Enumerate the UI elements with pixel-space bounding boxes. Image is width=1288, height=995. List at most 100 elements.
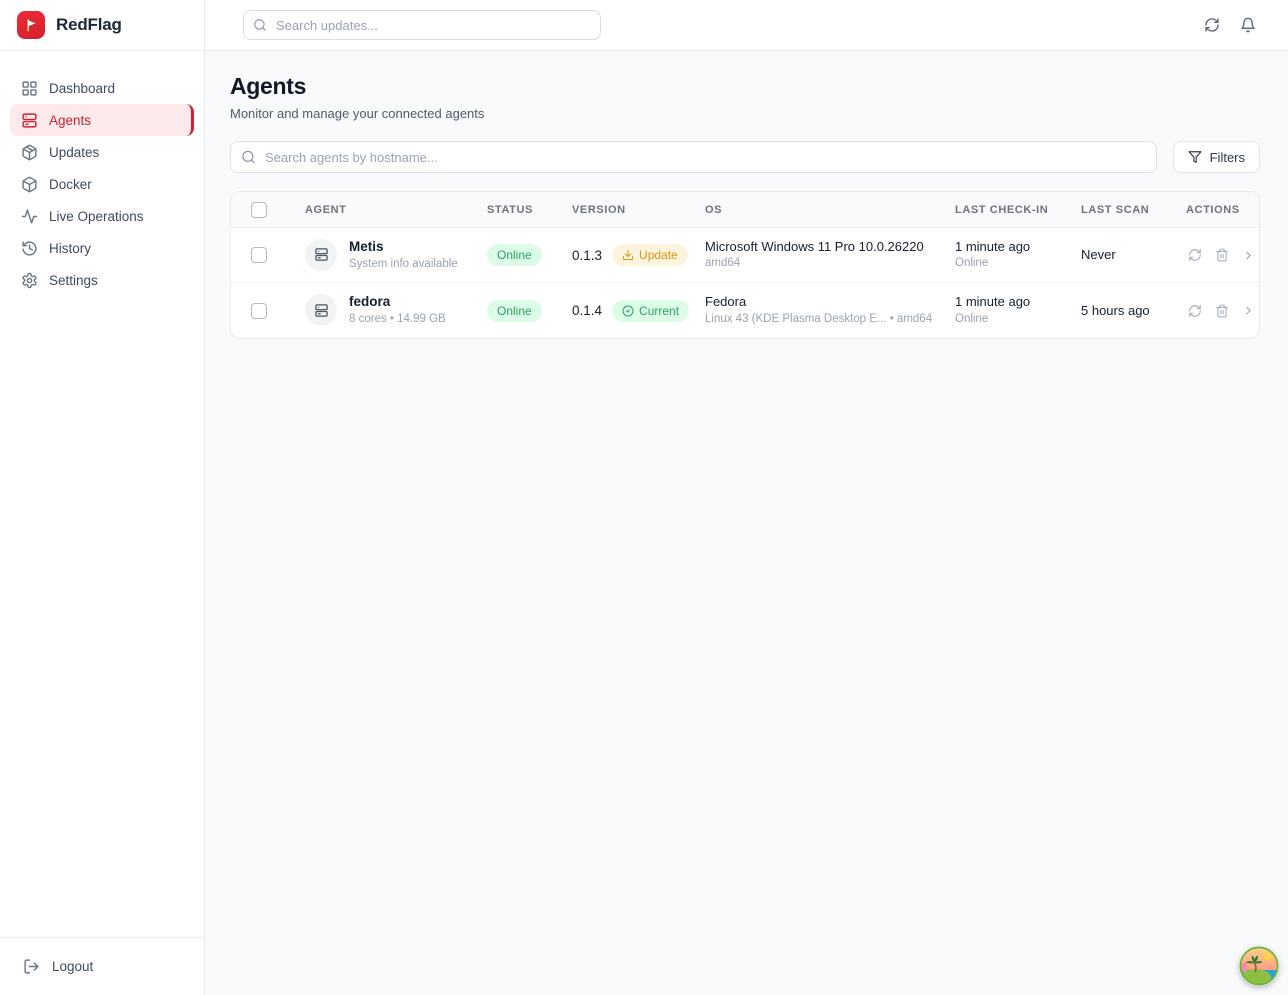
rescan-agent-button[interactable] — [1186, 246, 1204, 264]
sidebar-item-label: Agents — [49, 112, 92, 128]
refresh-icon — [1189, 304, 1201, 317]
agent-version: 0.1.3 — [572, 247, 603, 263]
sidebar-nav: Dashboard Agents Updates Docker — [0, 51, 204, 937]
row-checkbox[interactable] — [251, 302, 267, 319]
trash-icon — [1216, 248, 1228, 262]
topbar — [205, 0, 1288, 51]
content: Agents Monitor and manage your connected… — [205, 51, 1288, 995]
download-icon — [623, 250, 634, 260]
gear-icon — [21, 272, 38, 289]
column-header-version: VERSION — [572, 203, 626, 216]
last-checkin: 1 minute ago — [955, 294, 1031, 310]
sidebar-item-label: History — [49, 240, 92, 256]
agent-name: fedora — [349, 294, 391, 309]
status-badge: Online — [487, 244, 542, 266]
rescan-agent-button[interactable] — [1186, 302, 1204, 320]
agent-search-input[interactable] — [230, 141, 1157, 173]
agents-table: AGENT STATUS VERSION OS LAST CHECK-IN LA… — [230, 191, 1260, 339]
activity-icon — [21, 208, 38, 225]
trash-icon — [1216, 304, 1228, 317]
delete-agent-button[interactable] — [1213, 246, 1231, 264]
global-search — [243, 10, 601, 40]
chevron-right-icon — [1246, 251, 1251, 259]
agent-os: Fedora — [705, 294, 747, 310]
update-badge[interactable]: Update — [612, 244, 688, 266]
server-icon — [21, 112, 38, 129]
sidebar-item-live-operations[interactable]: Live Operations — [10, 200, 194, 232]
update-badge-label: Update — [639, 248, 678, 262]
sidebar-item-agents[interactable]: Agents — [10, 104, 194, 136]
refresh-icon — [1204, 17, 1220, 33]
bell-icon — [1240, 17, 1256, 33]
filters-label: Filters — [1209, 149, 1245, 165]
page-title: Agents — [230, 73, 307, 99]
server-icon — [305, 294, 337, 327]
column-header-agent: AGENT — [305, 203, 347, 216]
sidebar-item-updates[interactable]: Updates — [10, 136, 194, 168]
sidebar-item-settings[interactable]: Settings — [10, 264, 194, 296]
sidebar-item-label: Dashboard — [49, 80, 116, 96]
page-subtitle: Monitor and manage your connected agents — [230, 106, 485, 121]
last-checkin: 1 minute ago — [955, 238, 1031, 254]
column-header-os: OS — [705, 203, 723, 216]
last-scan: 5 hours ago — [1081, 302, 1150, 318]
table-header: AGENT STATUS VERSION OS LAST CHECK-IN LA… — [231, 192, 1259, 228]
sidebar-footer: Logout — [0, 937, 204, 995]
refresh-button[interactable] — [1200, 13, 1224, 37]
open-agent-button[interactable] — [1240, 247, 1257, 264]
status-badge: Online — [487, 299, 542, 322]
box-icon — [21, 176, 38, 193]
current-badge: Current — [612, 299, 690, 322]
column-header-last-checkin: LAST CHECK-IN — [955, 203, 1049, 216]
island-widget-button[interactable] — [1239, 946, 1279, 986]
brand-header: RedFlag — [0, 0, 204, 51]
chevron-right-icon — [1246, 306, 1251, 315]
filters-button[interactable]: Filters — [1172, 141, 1260, 173]
redflag-logo-icon — [17, 11, 45, 39]
agent-version: 0.1.4 — [572, 303, 603, 318]
tropical-island-icon — [1239, 946, 1279, 986]
sidebar-item-label: Docker — [49, 176, 92, 192]
sidebar-item-history[interactable]: History — [10, 232, 194, 264]
agent-os: Microsoft Windows 11 Pro 10.0.26220 — [705, 238, 924, 254]
agents-toolbar: Filters — [230, 141, 1260, 173]
logout-icon — [23, 958, 40, 975]
sidebar-item-label: Updates — [49, 144, 100, 160]
notifications-button[interactable] — [1236, 13, 1260, 37]
open-agent-button[interactable] — [1240, 302, 1257, 319]
sidebar-item-docker[interactable]: Docker — [10, 168, 194, 200]
current-badge-label: Current — [639, 303, 680, 318]
column-header-status: STATUS — [487, 203, 533, 216]
package-icon — [21, 144, 38, 161]
sidebar-item-dashboard[interactable]: Dashboard — [10, 72, 194, 104]
logout-label: Logout — [52, 958, 94, 974]
delete-agent-button[interactable] — [1213, 302, 1231, 320]
server-icon — [305, 238, 337, 271]
search-icon — [241, 150, 256, 165]
table-row[interactable]: fedora 8 cores • 14.99 GB Online 0.1.4 C… — [231, 283, 1259, 338]
agent-os-detail: Linux 43 (KDE Plasma Desktop E... • amd6… — [705, 312, 933, 325]
history-icon — [21, 240, 38, 257]
table-row[interactable]: Metis System info available Online 0.1.3… — [231, 228, 1259, 283]
last-checkin-status: Online — [955, 312, 989, 325]
last-checkin-status: Online — [955, 257, 989, 270]
dashboard-grid-icon — [21, 80, 38, 97]
agent-subtitle: 8 cores • 14.99 GB — [349, 313, 446, 326]
global-search-input[interactable] — [243, 10, 601, 40]
select-all-checkbox[interactable] — [251, 201, 267, 218]
filter-funnel-icon — [1188, 150, 1202, 164]
brand-name: RedFlag — [56, 15, 122, 34]
row-checkbox[interactable] — [251, 247, 267, 263]
column-header-last-scan: LAST SCAN — [1081, 203, 1150, 216]
agent-subtitle: System info available — [349, 257, 458, 270]
main-area: Agents Monitor and manage your connected… — [205, 0, 1288, 995]
logout-button[interactable]: Logout — [12, 951, 192, 981]
agent-name: Metis — [349, 238, 384, 254]
sidebar: RedFlag Dashboard Agents Updates — [0, 0, 205, 995]
agent-os-arch: amd64 — [705, 257, 741, 270]
last-scan: Never — [1081, 247, 1116, 263]
agent-search — [230, 141, 1157, 173]
check-circle-icon — [622, 305, 634, 316]
column-header-actions: ACTIONS — [1186, 203, 1240, 216]
